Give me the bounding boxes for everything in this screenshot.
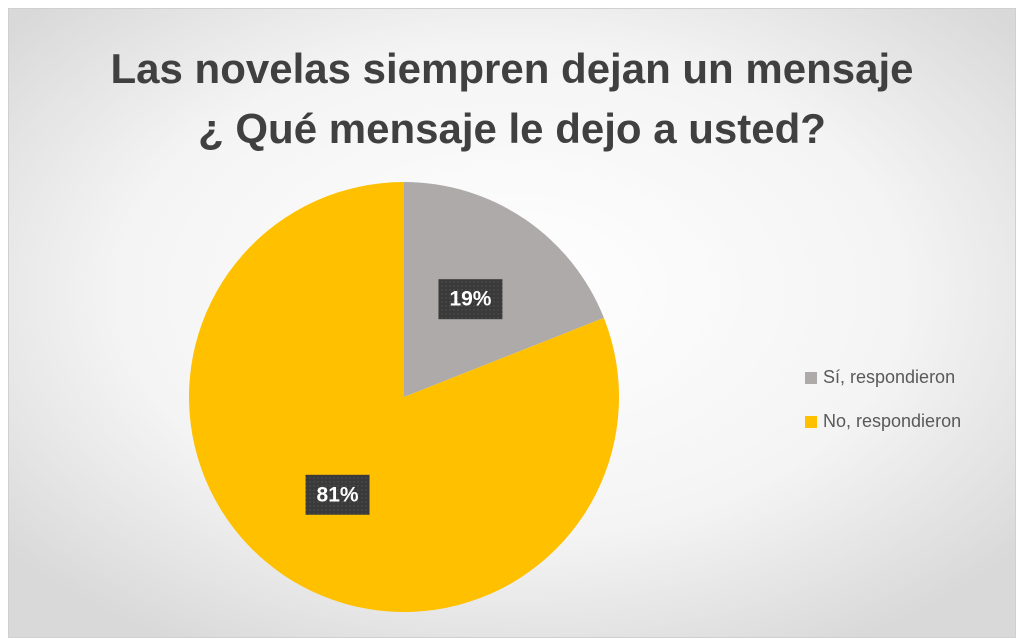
legend-label: No, respondieron: [823, 411, 961, 431]
data-label-box: [305, 474, 370, 515]
chart-title: Las novelas siempren dejan un mensaje: [111, 45, 914, 92]
data-label: 81%: [317, 483, 359, 506]
data-label-box: [438, 279, 503, 320]
pie-slice: [404, 182, 604, 397]
chart-title: ¿ Qué mensaje le dejo a usted?: [198, 105, 826, 152]
legend-swatch: [805, 372, 817, 384]
legend-swatch: [805, 416, 817, 428]
pie-slice: [188, 182, 619, 612]
data-label: 19%: [449, 288, 491, 311]
legend-label: Sí, respondieron: [823, 367, 955, 387]
